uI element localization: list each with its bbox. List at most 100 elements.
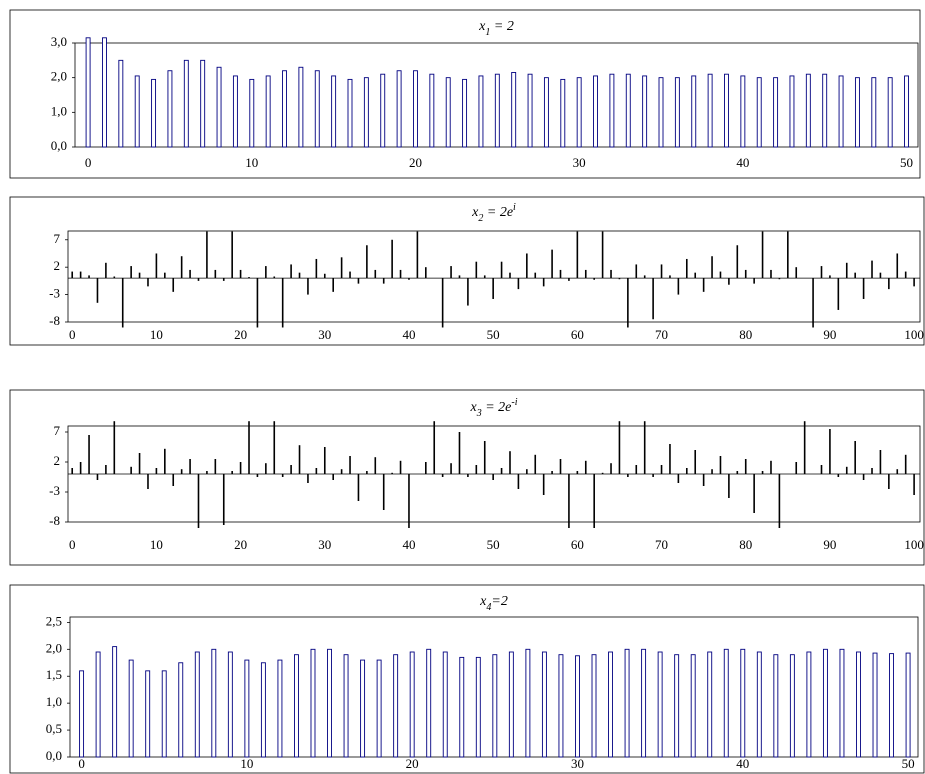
bar (736, 471, 739, 474)
bar (458, 275, 461, 279)
bar (568, 278, 570, 281)
x-tick-label: 100 (904, 327, 924, 342)
bar (685, 468, 688, 474)
bar (130, 466, 132, 474)
bar (674, 654, 680, 758)
bar (145, 670, 151, 758)
bar (197, 474, 200, 528)
bar (560, 78, 566, 148)
bar (888, 278, 890, 290)
bar (239, 269, 242, 279)
bar (517, 474, 520, 489)
bar (527, 73, 533, 148)
bar (492, 474, 494, 480)
bar (593, 75, 598, 148)
bar (298, 272, 301, 279)
bar (441, 278, 444, 328)
bar (669, 444, 671, 474)
bar (227, 651, 233, 758)
bar (576, 471, 579, 474)
bar (273, 276, 276, 279)
title-part: x (471, 205, 479, 220)
bar (79, 670, 85, 758)
bar (584, 460, 587, 474)
bar (332, 474, 334, 480)
x-tick-label: 30 (318, 537, 331, 552)
bar (248, 277, 250, 279)
bar (357, 278, 360, 284)
bar (610, 269, 612, 279)
x-tick-label: 10 (245, 155, 258, 170)
bar (459, 656, 465, 758)
chart-title: x1 = 2 (478, 19, 514, 38)
bar (450, 266, 452, 279)
bar (79, 271, 82, 279)
bar (492, 654, 498, 758)
bar (803, 421, 806, 474)
bar (172, 474, 175, 486)
x-tick-label: 60 (571, 537, 584, 552)
bar (685, 258, 688, 279)
bar (256, 474, 259, 477)
bar (102, 37, 107, 148)
bar (239, 462, 242, 474)
bar (130, 266, 132, 279)
bar (525, 648, 531, 758)
bar (744, 459, 747, 474)
bar (483, 275, 486, 279)
x-tick-label: 40 (736, 756, 749, 771)
bar (327, 648, 332, 758)
bar (396, 70, 402, 148)
bar (618, 278, 621, 280)
bar (795, 267, 798, 279)
x-tick-label: 0 (69, 537, 76, 552)
bar (787, 231, 789, 279)
bar (871, 77, 877, 148)
bar (677, 474, 680, 483)
x-tick-label: 50 (487, 537, 500, 552)
bar (349, 456, 351, 474)
title-part: x (479, 594, 487, 609)
bar (601, 472, 604, 474)
bar (635, 465, 638, 474)
bar (265, 75, 271, 148)
chart-frame (9, 196, 925, 346)
x-tick-label: 40 (402, 537, 415, 552)
bar (113, 276, 116, 279)
x-tick-label: 10 (240, 756, 253, 771)
x-tick-label: 40 (736, 155, 749, 170)
bar (719, 271, 722, 279)
bar (147, 278, 149, 287)
title-part: 2 (478, 213, 483, 224)
bar (232, 75, 238, 148)
bar (96, 474, 99, 480)
bar (904, 75, 909, 148)
y-tick-label: 2,0 (46, 640, 62, 655)
bar (118, 59, 124, 148)
x-tick-label: 70 (655, 537, 668, 552)
bar (248, 421, 250, 474)
x-tick-label: 50 (900, 155, 913, 170)
bar (445, 77, 451, 148)
chart: x4=2 0,0 0,5 1,0 1,5 2,0 2,5 0 10 20 30 40 50 (9, 584, 925, 774)
bar (71, 271, 74, 279)
bar (889, 653, 895, 758)
bar (425, 267, 427, 279)
bar (357, 474, 360, 501)
bar (542, 278, 545, 287)
bar (298, 66, 304, 148)
bar (172, 278, 175, 292)
bar (627, 278, 629, 328)
bar (363, 77, 369, 148)
x-tick-label: 0 (85, 155, 92, 170)
bar (511, 72, 517, 148)
title-part: = 2e (482, 400, 512, 415)
bar (222, 474, 225, 525)
bar (694, 450, 697, 474)
bar (753, 278, 755, 284)
bar (393, 654, 399, 758)
bar (829, 275, 831, 279)
bar (500, 261, 503, 279)
